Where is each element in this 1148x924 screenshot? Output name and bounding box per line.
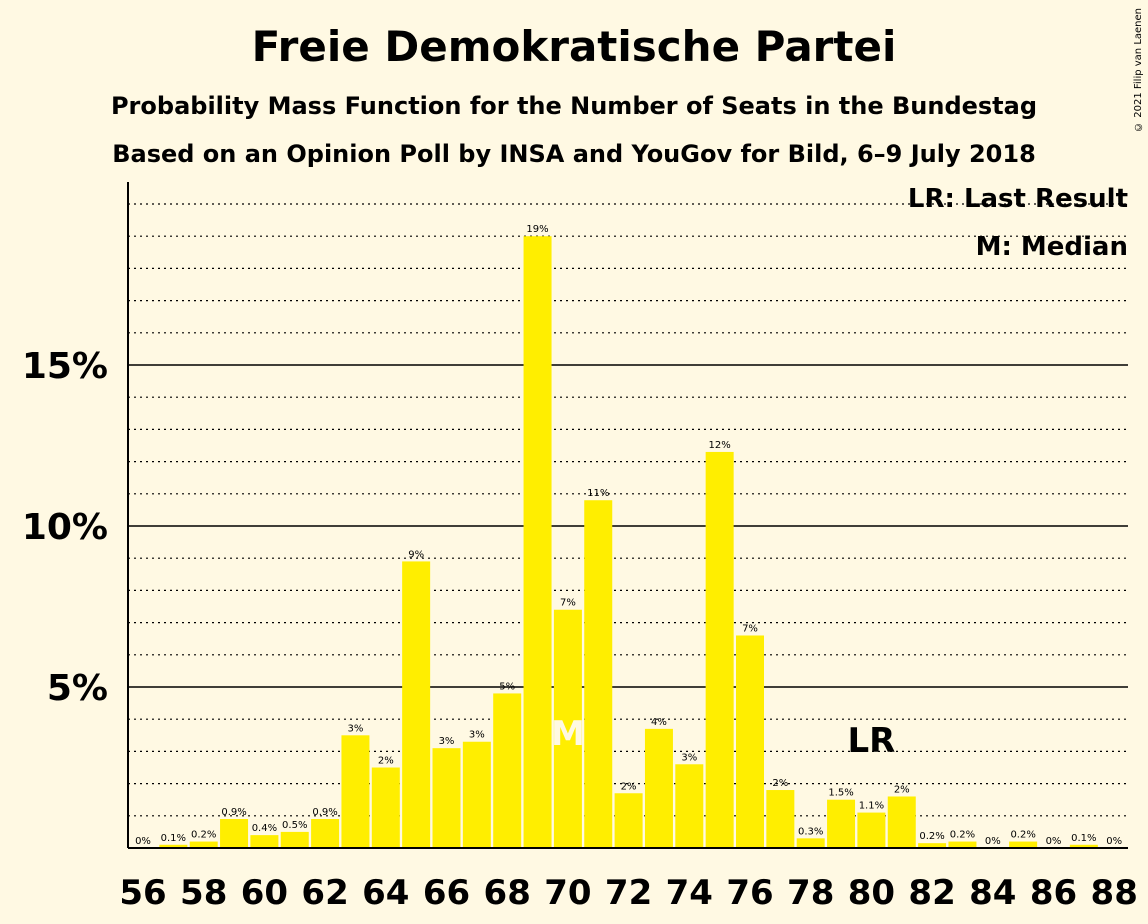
data-label: 0.4% bbox=[252, 823, 277, 834]
data-label: 0.3% bbox=[798, 826, 823, 837]
data-label: 0.1% bbox=[1071, 833, 1096, 844]
bar bbox=[948, 841, 977, 848]
bar bbox=[1009, 841, 1038, 848]
data-label: 9% bbox=[408, 549, 424, 560]
bar bbox=[189, 841, 218, 848]
data-label: 0.2% bbox=[191, 830, 216, 841]
data-label: 12% bbox=[709, 440, 731, 451]
data-label: 1.5% bbox=[828, 788, 853, 799]
bar bbox=[918, 843, 947, 848]
data-label: 0% bbox=[135, 836, 151, 847]
bar bbox=[614, 793, 643, 848]
data-label: 5% bbox=[499, 681, 515, 692]
bar bbox=[371, 767, 400, 848]
bar bbox=[432, 748, 461, 848]
bar bbox=[159, 844, 188, 848]
bar bbox=[341, 735, 370, 848]
bar bbox=[644, 728, 673, 848]
chart-subtitle-2: Based on an Opinion Poll by INSA and You… bbox=[112, 140, 1036, 168]
bar bbox=[523, 236, 552, 848]
data-label: 0% bbox=[985, 836, 1001, 847]
chart-title: Freie Demokratische Partei bbox=[251, 22, 897, 71]
bar bbox=[553, 609, 582, 848]
bar bbox=[493, 693, 522, 848]
data-label: 7% bbox=[560, 598, 576, 609]
bar bbox=[250, 835, 279, 848]
legend-median: M: Median bbox=[975, 232, 1128, 262]
data-label: 2% bbox=[772, 778, 788, 789]
x-tick-label: 58 bbox=[180, 873, 227, 913]
x-tick-label: 80 bbox=[848, 873, 895, 913]
x-tick-label: 82 bbox=[908, 873, 955, 913]
data-label: 0.2% bbox=[1010, 830, 1035, 841]
data-label: 19% bbox=[526, 224, 548, 235]
bar bbox=[857, 812, 886, 848]
legend-last-result: LR: Last Result bbox=[907, 184, 1128, 214]
data-label: 0.9% bbox=[221, 807, 246, 818]
data-label: 0.2% bbox=[950, 830, 975, 841]
bar bbox=[736, 635, 764, 848]
data-label: 0.2% bbox=[919, 831, 944, 842]
chart-subtitle: Probability Mass Function for the Number… bbox=[110, 92, 1038, 120]
last-result-marker: LR bbox=[847, 721, 895, 761]
x-tick-label: 84 bbox=[969, 873, 1016, 913]
bar bbox=[280, 831, 309, 848]
data-label: 1.1% bbox=[859, 801, 884, 812]
bar bbox=[705, 451, 734, 848]
data-label: 3% bbox=[681, 752, 697, 763]
bar bbox=[796, 838, 825, 848]
y-tick-label: 5% bbox=[47, 668, 108, 709]
x-tick-label: 78 bbox=[787, 873, 834, 913]
bar bbox=[1069, 844, 1098, 848]
x-tick-label: 74 bbox=[666, 873, 713, 913]
median-marker: M bbox=[551, 714, 585, 754]
x-tick-label: 88 bbox=[1091, 873, 1138, 913]
data-label: 3% bbox=[469, 730, 485, 741]
data-label: 11% bbox=[587, 488, 609, 499]
y-tick-label: 10% bbox=[22, 507, 108, 548]
x-tick-label: 56 bbox=[119, 873, 166, 913]
x-tick-label: 72 bbox=[605, 873, 652, 913]
x-tick-label: 68 bbox=[484, 873, 531, 913]
data-label: 0.9% bbox=[312, 807, 337, 818]
data-label: 2% bbox=[894, 784, 910, 795]
bar bbox=[827, 799, 856, 848]
data-label: 0.1% bbox=[161, 833, 186, 844]
bar bbox=[402, 561, 431, 848]
bar bbox=[887, 796, 916, 848]
data-label: 0.5% bbox=[282, 820, 307, 831]
data-label: 4% bbox=[651, 717, 667, 728]
x-tick-label: 76 bbox=[726, 873, 773, 913]
x-tick-label: 70 bbox=[544, 873, 591, 913]
x-tick-label: 60 bbox=[241, 873, 288, 913]
data-label: 7% bbox=[742, 623, 758, 634]
bar bbox=[462, 741, 491, 848]
bar bbox=[584, 500, 613, 848]
bar bbox=[220, 819, 249, 848]
y-tick-label: 15% bbox=[22, 346, 108, 387]
x-tick-label: 64 bbox=[362, 873, 409, 913]
data-label: 0% bbox=[1046, 836, 1062, 847]
data-label: 3% bbox=[348, 723, 364, 734]
bar bbox=[766, 790, 795, 848]
data-label: 3% bbox=[439, 736, 455, 747]
x-tick-label: 62 bbox=[301, 873, 348, 913]
data-label: 0% bbox=[1106, 836, 1122, 847]
x-tick-label: 86 bbox=[1030, 873, 1077, 913]
x-tick-label: 66 bbox=[423, 873, 470, 913]
data-label: 2% bbox=[621, 781, 637, 792]
data-label: 2% bbox=[378, 756, 394, 767]
bar bbox=[675, 764, 704, 848]
bar bbox=[311, 819, 340, 848]
